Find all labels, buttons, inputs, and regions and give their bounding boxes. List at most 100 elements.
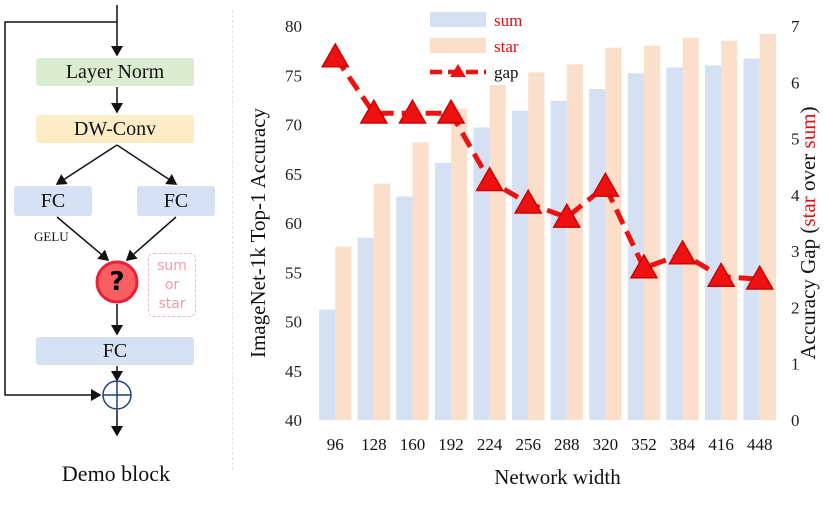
diagram-connectors — [4, 5, 178, 437]
bar-sum — [319, 309, 336, 420]
legend-label-star: star — [494, 37, 519, 56]
x-tick-label: 160 — [400, 435, 426, 454]
bar-sum — [743, 58, 760, 420]
legend-swatch-gap-marker — [450, 64, 466, 77]
y-tick-label: 55 — [285, 263, 302, 282]
option-sum: sum — [157, 257, 187, 274]
gap-marker — [591, 171, 620, 197]
arrow-fcl-op — [56, 216, 110, 261]
y2-tick-label: 1 — [791, 355, 800, 374]
gap-marker — [320, 42, 350, 68]
bar-sum — [396, 196, 413, 420]
bar-sum — [512, 110, 529, 421]
gap-marker — [359, 98, 389, 124]
y-tick-label: 65 — [285, 165, 302, 184]
x-axis-label: Network width — [494, 465, 621, 489]
x-tick-label: 416 — [708, 435, 734, 454]
bar-star — [682, 37, 699, 420]
y-axis-label: ImageNet-1k Top-1 Accuracy — [246, 107, 270, 358]
add-icon — [102, 380, 132, 410]
gap-marker — [398, 98, 427, 124]
gap-marker — [552, 202, 582, 228]
y2-tick-label: 5 — [791, 130, 800, 149]
x-tick-label: 128 — [361, 435, 387, 454]
legend-swatch-star — [430, 38, 486, 53]
x-tick-label: 192 — [438, 435, 464, 454]
option-star: star — [158, 295, 186, 312]
y2-axis-label-part: over — [796, 148, 820, 196]
x-tick-label: 96 — [327, 435, 344, 454]
x-tick-label: 384 — [670, 435, 696, 454]
x-tick-label: 448 — [747, 435, 773, 454]
bar-star — [412, 142, 429, 421]
operator-options: sum or star — [148, 253, 196, 317]
gap-marker — [475, 166, 504, 192]
y2-tick-label: 7 — [791, 17, 800, 36]
gap-marker — [745, 264, 775, 290]
fc-bottom-box: FC — [36, 337, 194, 365]
legend-swatch-sum — [430, 12, 486, 27]
y2-tick-label: 0 — [791, 411, 800, 430]
layer-norm-box: Layer Norm — [36, 58, 194, 86]
x-tick-label: 320 — [593, 435, 619, 454]
legend-label-gap: gap — [494, 63, 519, 82]
bar-star — [528, 72, 545, 421]
bar-star — [721, 40, 738, 421]
residual-path — [4, 21, 117, 401]
panel-divider — [232, 10, 233, 470]
y2-tick-label: 3 — [791, 242, 800, 261]
legend-label-sum: sum — [494, 11, 522, 30]
y2-axis-label-part: star — [796, 196, 820, 226]
x-tick-label: 288 — [554, 435, 580, 454]
diagram-caption: Demo block — [61, 461, 171, 486]
y-tick-label: 60 — [285, 214, 302, 233]
x-tick-label: 256 — [515, 435, 541, 454]
x-tick-label: 352 — [631, 435, 657, 454]
y-tick-label: 40 — [285, 411, 302, 430]
y-tick-label: 50 — [285, 313, 302, 332]
fc-right-box: FC — [137, 186, 215, 216]
y2-tick-label: 6 — [791, 73, 800, 92]
bar-star — [605, 47, 622, 421]
bar-sum — [666, 67, 683, 421]
y-tick-label: 45 — [285, 362, 302, 381]
gap-marker — [668, 239, 697, 265]
bar-star — [489, 85, 506, 420]
question-mark: ? — [109, 267, 125, 297]
y-tick-label: 80 — [285, 17, 302, 36]
gelu-label: GELU — [34, 229, 69, 244]
bar-sum — [357, 237, 374, 420]
y2-axis-label-part: sum — [796, 113, 820, 148]
x-tick-label: 224 — [477, 435, 503, 454]
y2-axis-label-part: ) — [796, 106, 820, 113]
y-tick-label: 75 — [285, 66, 302, 85]
bar-sum — [627, 73, 644, 420]
dw-conv-box: DW-Conv — [36, 115, 194, 143]
gap-marker — [629, 253, 659, 279]
bar-sum — [550, 100, 567, 421]
gap-marker — [436, 98, 466, 124]
bar-sum — [434, 162, 452, 421]
accuracy-chart: 40 45 50 55 60 65 70 75 80 0 1 2 3 4 5 6 7 96 128 160 192 224… — [232, 0, 829, 507]
bar-star — [759, 33, 776, 420]
option-or: or — [164, 276, 180, 293]
y2-axis-label: Accuracy Gap (star over sum) — [796, 106, 820, 359]
fc-left-box: FC — [14, 186, 92, 216]
gap-marker — [706, 261, 736, 287]
y-tick-label: 70 — [285, 116, 302, 135]
bar-star — [335, 246, 352, 420]
bar-sum — [473, 127, 490, 420]
demo-block-diagram: Layer Norm DW-Conv FC FC GELU ? sum or s… — [0, 0, 240, 507]
gap-marker — [513, 188, 543, 214]
arrow-fcr-op — [125, 216, 177, 261]
arrow-dw-fcr — [116, 144, 178, 185]
bar-star — [451, 108, 468, 421]
bar-sum — [589, 89, 606, 420]
operator-circle — [95, 260, 139, 304]
bar-star — [566, 64, 583, 420]
y2-tick-label: 4 — [791, 186, 800, 205]
y2-axis-label-part: Accuracy Gap ( — [796, 227, 820, 360]
bar-sum — [704, 65, 722, 421]
bar-star — [373, 183, 391, 420]
